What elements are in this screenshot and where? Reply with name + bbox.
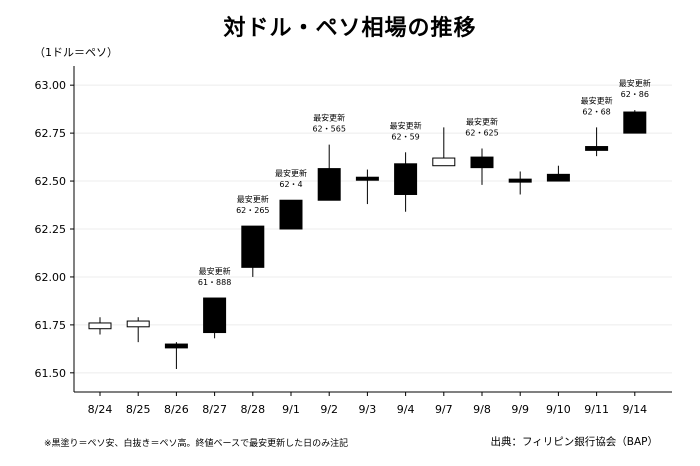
candle-body — [203, 297, 227, 334]
annotation-head: 最安更新 — [275, 168, 307, 178]
annotation: 最安更新 62・4 — [275, 168, 307, 189]
candle-body — [394, 163, 418, 195]
annotation-value: 62・4 — [279, 180, 302, 189]
annotation-head: 最安更新 — [199, 266, 231, 276]
source-note: 出典：フィリピン銀行協会（BAP） — [490, 436, 658, 448]
y-tick-label: 62.00 — [35, 271, 67, 284]
candle — [164, 342, 188, 369]
candle — [470, 148, 494, 185]
annotation: 最安更新 61・888 — [198, 266, 231, 287]
candle — [126, 317, 150, 343]
y-tick-label: 63.00 — [35, 79, 67, 92]
y-unit-label: （1ドル＝ペソ） — [34, 46, 118, 59]
candle-body — [432, 157, 456, 167]
candle-body — [164, 343, 188, 349]
annotation-value: 62・86 — [621, 90, 649, 99]
annotation-value: 61・888 — [198, 278, 231, 287]
annotation-head: 最安更新 — [237, 194, 269, 204]
x-tick-label: 9/4 — [397, 403, 415, 416]
y-tick-label: 62.25 — [35, 223, 67, 236]
candles — [88, 110, 647, 369]
x-tick-label: 8/26 — [164, 403, 189, 416]
x-tick-label: 9/3 — [359, 403, 377, 416]
candle — [279, 199, 303, 230]
candle — [203, 297, 227, 339]
annotation: 最安更新 62・68 — [581, 95, 613, 116]
x-tick-label: 9/8 — [473, 403, 491, 416]
x-tick-label: 9/14 — [622, 403, 647, 416]
y-tick-label: 61.50 — [35, 367, 67, 380]
candle — [355, 169, 379, 205]
x-tick-label: 9/9 — [511, 403, 529, 416]
annotation-head: 最安更新 — [313, 113, 345, 123]
x-tick-label: 8/25 — [126, 403, 151, 416]
candle — [394, 152, 418, 212]
candle — [88, 317, 112, 335]
annotation-head: 最安更新 — [466, 116, 498, 126]
candle — [241, 225, 265, 277]
candle — [317, 144, 341, 201]
footnote: ※黒塗り＝ペソ安、白抜き＝ペソ高。終値ベースで最安更新した日のみ注記 — [44, 439, 349, 449]
annotation: 最安更新 62・59 — [390, 120, 422, 141]
annotation-value: 62・565 — [312, 125, 345, 134]
candle — [432, 127, 456, 167]
x-tick-label: 9/10 — [546, 403, 571, 416]
chart-title: 対ドル・ペソ相場の推移 — [223, 16, 477, 41]
candle-body — [279, 199, 303, 230]
axes: 63.00 62.75 62.50 62.25 62.00 61.75 61.50 8/24 8… — [35, 66, 672, 416]
annotation-head: 最安更新 — [581, 95, 613, 105]
annotation-head: 最安更新 — [390, 120, 422, 130]
x-tick-label: 8/27 — [202, 403, 227, 416]
annotation-head: 最安更新 — [619, 78, 651, 88]
candle-body — [623, 111, 647, 134]
annotation-value: 62・265 — [236, 206, 269, 215]
y-tick-label: 62.75 — [35, 127, 67, 140]
candle — [546, 165, 570, 182]
candle — [508, 171, 532, 195]
candle-body — [585, 146, 609, 151]
y-tick-label: 61.75 — [35, 319, 67, 332]
x-tick-label: 9/1 — [282, 403, 300, 416]
x-tick-label: 8/28 — [240, 403, 265, 416]
candle-body — [88, 322, 112, 330]
x-tick-label: 9/11 — [584, 403, 609, 416]
annotation-value: 62・68 — [582, 107, 610, 116]
candle — [585, 127, 609, 157]
candle-body — [470, 156, 494, 169]
candle-body — [546, 173, 570, 182]
candle-body — [355, 176, 379, 181]
x-tick-label: 9/2 — [320, 403, 338, 416]
candle-body — [508, 178, 532, 183]
candle-body — [317, 168, 341, 201]
candle-body — [126, 320, 150, 328]
candle-body — [241, 225, 265, 268]
x-tick-label: 9/7 — [435, 403, 453, 416]
x-tick-label: 8/24 — [88, 403, 113, 416]
annotation: 最安更新 62・565 — [312, 113, 345, 134]
annotation-value: 62・59 — [391, 132, 419, 141]
annotation: 最安更新 62・625 — [465, 116, 498, 137]
y-tick-label: 62.50 — [35, 175, 67, 188]
annotation: 最安更新 62・265 — [236, 194, 269, 215]
annotation-value: 62・625 — [465, 128, 498, 137]
annotation: 最安更新 62・86 — [619, 78, 651, 99]
candle — [623, 110, 647, 134]
gridlines — [74, 84, 672, 374]
